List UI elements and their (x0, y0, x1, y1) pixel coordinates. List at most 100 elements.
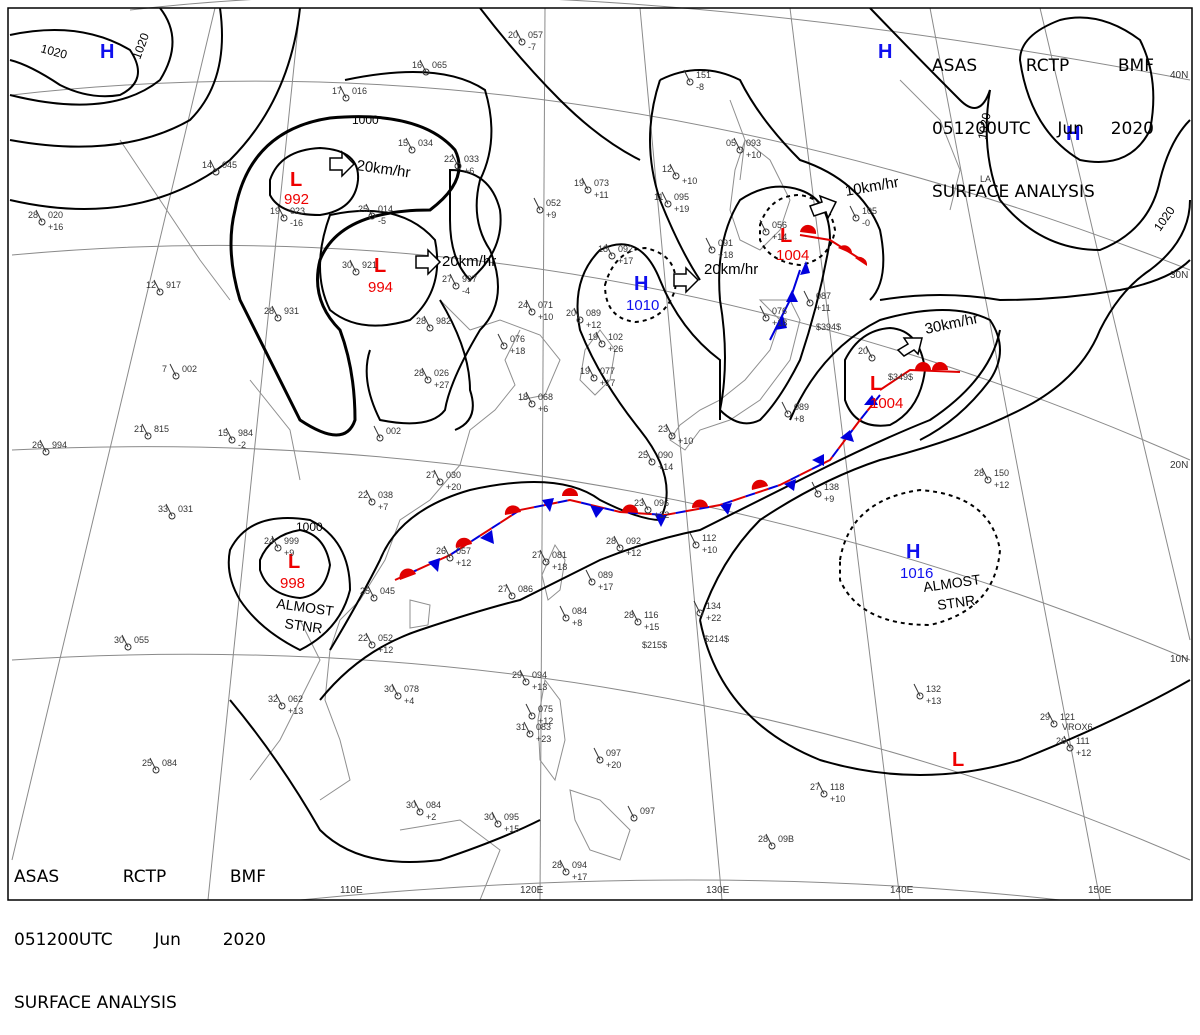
station-circle-icon (436, 478, 444, 486)
wind-barb-icon (451, 153, 459, 167)
station-temperature: 25 (142, 758, 152, 768)
front-east-warm (879, 368, 961, 391)
station-temperature: 25 (638, 450, 648, 460)
coast-japan (669, 299, 801, 451)
station-circle-icon (368, 212, 376, 220)
lon-label-130e: 130E (706, 885, 730, 896)
station-tendency: -16 (290, 218, 303, 228)
station-pressure: 984 (238, 428, 253, 438)
station-plot: 33 031 (158, 503, 193, 520)
wind-barb-icon (165, 503, 173, 517)
isobar-south-long (319, 329, 1001, 701)
station-circle-icon (416, 808, 424, 816)
station-pressure: 096 (654, 498, 669, 508)
station-temperature: 24 (264, 536, 274, 546)
station-temperature: 28 (606, 536, 616, 546)
station-pressure: 062 (288, 694, 303, 704)
high-center-1010-symbol: H (634, 273, 648, 295)
station-pressure: 078 (404, 684, 419, 694)
station-temperature: 18 (598, 244, 608, 254)
isobar-998 (259, 528, 332, 600)
station-tendency: +17 (598, 582, 613, 592)
wind-barb-icon (277, 205, 285, 219)
lat-label-30n: 30N (1170, 270, 1188, 281)
front-symbols (399, 224, 948, 580)
wind-barb-icon (1047, 711, 1055, 725)
wind-barb-icon (365, 632, 373, 646)
station-circle-icon (368, 641, 376, 649)
wind-barb-icon (271, 535, 279, 549)
wind-barb-icon (913, 683, 921, 697)
station-circle-icon (852, 214, 860, 222)
front-north-warm (799, 234, 866, 263)
isobar-ne-top (869, 7, 991, 109)
lat-label-10n: 10N (1170, 654, 1188, 665)
wind-barb-icon (689, 532, 697, 546)
header-bottom-left: ASAS RCTP BMF 051200UTC Jun 2020 SURFACE… (14, 825, 266, 1035)
dashed-low-1004 (759, 193, 837, 267)
station-pressure: 094 (532, 670, 547, 680)
station-pressure: 084 (162, 758, 177, 768)
station-plot: 28 092 +12 (606, 535, 641, 558)
station-circle-icon (1066, 744, 1074, 752)
station-circle-icon (280, 214, 288, 222)
wind-barb-icon (373, 425, 381, 439)
isobar-1000-sw (227, 517, 352, 652)
low-center-992-value: 992 (284, 191, 309, 208)
wind-barb-icon (765, 833, 773, 847)
station-tendency: +20 (446, 482, 461, 492)
wind-barb-icon (627, 805, 635, 819)
station-plot: 19 023 -16 (270, 205, 305, 228)
wind-barb-icon (817, 781, 825, 795)
station-temperature: 28 (624, 610, 634, 620)
station-circle-icon (1050, 720, 1058, 728)
station-plot: 28 982 (416, 315, 451, 332)
station-pressure: 921 (362, 260, 377, 270)
station-plot: 091+18 (705, 237, 733, 260)
wind-barb-icon (39, 439, 47, 453)
wind-barb-icon (515, 29, 523, 43)
wind-barb-icon (275, 693, 283, 707)
station-circle-icon (806, 299, 814, 307)
station-plot: 075+12 (525, 703, 553, 726)
station-circle-icon (686, 78, 694, 86)
station-tendency: +7 (378, 502, 388, 512)
station-circle-icon (352, 268, 360, 276)
wind-barb-icon (149, 757, 157, 771)
station-plot: 23 +10 (658, 423, 693, 446)
high-center-1010-value: 1010 (626, 297, 659, 314)
station-pressure: 092 (626, 536, 641, 546)
station-plot: 18 068 +6 (518, 391, 553, 414)
wind-barb-icon (391, 683, 399, 697)
station-plot: 26 057 +12 (436, 545, 471, 568)
station-temperature: 16 (412, 60, 422, 70)
station-circle-icon (376, 434, 384, 442)
header-agency-1-bl: ASAS (14, 867, 60, 887)
station-tendency: +12 (538, 716, 553, 726)
station-pressure: 016 (352, 86, 367, 96)
note-sw-line2: STNR (284, 615, 324, 636)
station-circle-icon (422, 68, 430, 76)
wind-barb-icon (121, 634, 129, 648)
station-plot: 28 116 +15 (624, 609, 659, 632)
arrow-4 (809, 194, 838, 220)
station-tendency: +14 (658, 462, 673, 472)
station-tendency: -0 (862, 218, 870, 228)
station-tendency: +8 (794, 414, 804, 424)
isobar-label-5: 1020 (975, 111, 993, 140)
station-pressure: 083 (536, 722, 551, 732)
station-plot: 27 118 +10 (810, 781, 845, 804)
station-tendency: +14 (772, 232, 787, 242)
station-temperature: 28 (28, 210, 38, 220)
station-pressure: 076 (510, 334, 525, 344)
station-tendency: +10 (538, 312, 553, 322)
station-circle-icon (528, 712, 536, 720)
station-pressure: 045 (380, 586, 395, 596)
wind-barb-icon (533, 197, 541, 211)
lon-labels: 110E 120E 130E 140E 150E (340, 885, 1112, 896)
station-temperature: 27 (426, 470, 436, 480)
station-plot: 097 (627, 805, 655, 822)
station-temperature: 22 (358, 490, 368, 500)
warm-front-semicircles (399, 224, 948, 580)
misc-label-4: $214$ (704, 634, 729, 644)
